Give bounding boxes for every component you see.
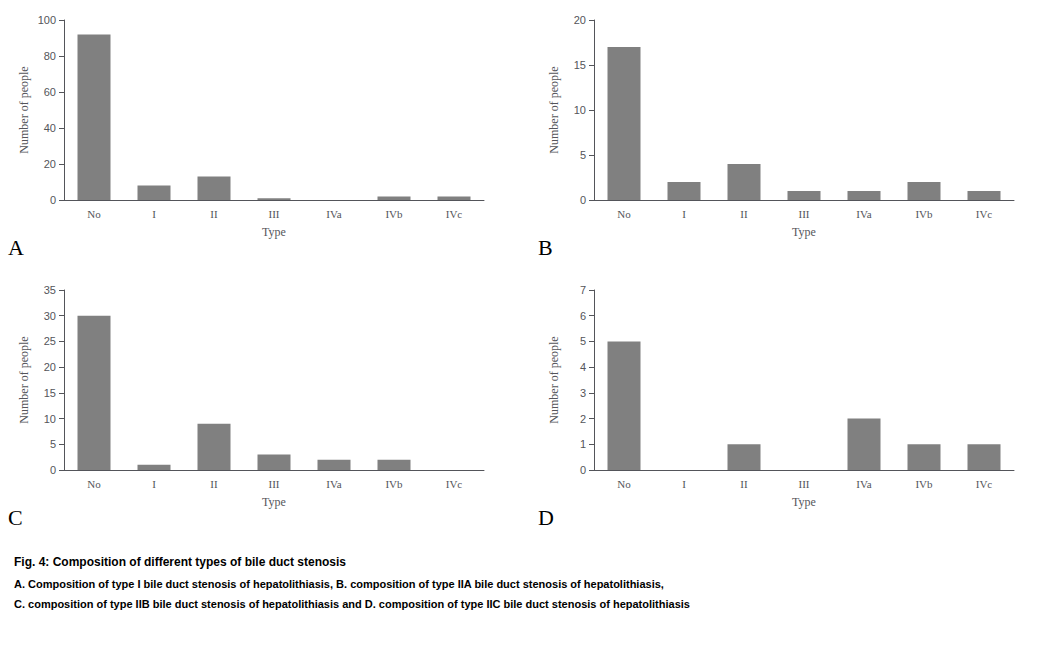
svg-text:15: 15 [44, 387, 56, 399]
svg-text:1: 1 [580, 438, 586, 450]
svg-text:IVc: IVc [446, 478, 463, 490]
svg-text:IVb: IVb [385, 208, 403, 220]
svg-text:I: I [682, 478, 686, 490]
svg-text:I: I [682, 208, 686, 220]
svg-text:Number of people: Number of people [547, 66, 561, 153]
svg-text:IVb: IVb [915, 208, 933, 220]
svg-text:6: 6 [580, 310, 586, 322]
svg-text:3: 3 [580, 387, 586, 399]
svg-text:IVa: IVa [856, 208, 871, 220]
svg-text:Fig. 4: Composition of differe: Fig. 4: Composition of different types o… [14, 555, 346, 569]
svg-text:100: 100 [38, 14, 56, 26]
svg-text:Number of people: Number of people [17, 66, 31, 153]
svg-text:0: 0 [580, 464, 586, 476]
svg-text:I: I [152, 478, 156, 490]
svg-text:No: No [87, 208, 101, 220]
svg-text:40: 40 [44, 122, 56, 134]
svg-text:A: A [8, 235, 24, 260]
svg-text:No: No [87, 478, 101, 490]
svg-text:30: 30 [44, 310, 56, 322]
svg-text:No: No [617, 478, 631, 490]
svg-text:A. Composition of type I bile: A. Composition of type I bile duct steno… [14, 578, 664, 590]
svg-text:10: 10 [574, 104, 586, 116]
svg-text:5: 5 [580, 335, 586, 347]
svg-text:II: II [210, 208, 218, 220]
svg-text:III: III [269, 478, 280, 490]
svg-text:Type: Type [262, 495, 286, 509]
svg-text:IVc: IVc [976, 478, 993, 490]
svg-text:IVb: IVb [915, 478, 933, 490]
svg-text:10: 10 [44, 413, 56, 425]
svg-text:20: 20 [574, 14, 586, 26]
svg-text:III: III [269, 208, 280, 220]
svg-text:Type: Type [792, 495, 816, 509]
svg-text:D: D [538, 505, 554, 530]
svg-text:15: 15 [574, 59, 586, 71]
svg-text:0: 0 [580, 194, 586, 206]
svg-text:0: 0 [50, 194, 56, 206]
svg-text:5: 5 [580, 149, 586, 161]
svg-text:IVc: IVc [976, 208, 993, 220]
svg-text:0: 0 [50, 464, 56, 476]
svg-text:I: I [152, 208, 156, 220]
svg-text:60: 60 [44, 86, 56, 98]
svg-text:Type: Type [262, 225, 286, 239]
svg-text:20: 20 [44, 158, 56, 170]
svg-text:II: II [740, 478, 748, 490]
svg-text:25: 25 [44, 335, 56, 347]
svg-text:7: 7 [580, 284, 586, 296]
svg-text:80: 80 [44, 50, 56, 62]
svg-text:C. composition of type IIB bil: C. composition of type IIB bile duct ste… [14, 598, 690, 610]
svg-text:II: II [210, 478, 218, 490]
svg-text:IVa: IVa [856, 478, 871, 490]
svg-text:IVa: IVa [326, 208, 341, 220]
svg-text:Type: Type [792, 225, 816, 239]
svg-text:2: 2 [580, 413, 586, 425]
svg-text:IVa: IVa [326, 478, 341, 490]
svg-text:B: B [538, 235, 553, 260]
svg-text:C: C [8, 505, 23, 530]
svg-text:No: No [617, 208, 631, 220]
svg-text:IVb: IVb [385, 478, 403, 490]
svg-text:4: 4 [580, 361, 586, 373]
svg-text:35: 35 [44, 284, 56, 296]
svg-text:III: III [799, 208, 810, 220]
svg-text:Number of people: Number of people [547, 336, 561, 423]
svg-text:20: 20 [44, 361, 56, 373]
svg-text:Number of people: Number of people [17, 336, 31, 423]
svg-text:III: III [799, 478, 810, 490]
svg-text:IVc: IVc [446, 208, 463, 220]
svg-text:5: 5 [50, 438, 56, 450]
svg-text:II: II [740, 208, 748, 220]
